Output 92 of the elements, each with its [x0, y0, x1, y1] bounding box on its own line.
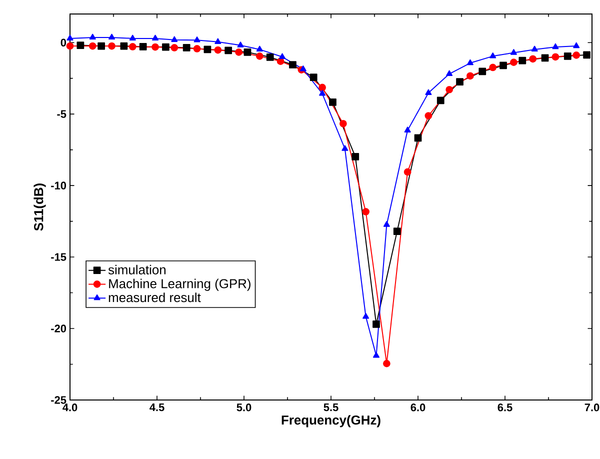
point	[510, 58, 518, 66]
x-tick-label: 4.0	[62, 404, 78, 412]
point	[564, 52, 572, 60]
point	[572, 51, 580, 59]
point	[214, 46, 222, 54]
point	[89, 34, 96, 40]
y-tick-label: -20	[51, 324, 66, 332]
x-tick-label: 4.5	[150, 404, 164, 412]
point	[583, 51, 590, 59]
point	[478, 68, 486, 76]
point	[128, 43, 136, 50]
point	[425, 89, 432, 96]
point	[424, 112, 432, 120]
point	[456, 78, 464, 86]
point	[329, 98, 336, 106]
point	[279, 53, 286, 59]
point	[108, 42, 116, 50]
point	[162, 43, 170, 51]
point	[446, 70, 453, 76]
point	[531, 46, 538, 52]
x-tick-label: 5.0	[236, 404, 252, 412]
point	[510, 49, 517, 55]
point	[182, 44, 190, 52]
point	[310, 74, 318, 82]
point	[552, 43, 559, 50]
legend-label: measured result	[108, 292, 201, 302]
point	[214, 38, 222, 44]
point	[256, 46, 263, 52]
point	[372, 320, 380, 328]
x-tick-label: 5.5	[324, 404, 338, 412]
point	[383, 221, 390, 227]
legend-label: simulation	[108, 264, 166, 274]
point	[339, 120, 347, 128]
point	[362, 312, 370, 319]
point	[76, 42, 84, 49]
point	[352, 152, 360, 160]
point	[319, 90, 326, 96]
point	[529, 55, 537, 63]
point	[541, 54, 549, 62]
point	[362, 208, 370, 216]
x-tick-label: 7.0	[584, 404, 600, 412]
point	[66, 42, 74, 50]
point	[289, 61, 296, 68]
point	[88, 42, 96, 50]
point	[108, 34, 116, 40]
legend-label: Machine Learning (GPR)	[109, 278, 250, 291]
y-axis-title: S11(dB)	[34, 184, 46, 231]
point	[466, 59, 474, 66]
y-tick-label: -10	[51, 182, 66, 190]
point	[436, 96, 444, 104]
point	[224, 46, 232, 54]
point	[235, 48, 242, 56]
point	[318, 84, 326, 92]
point	[573, 42, 580, 48]
point	[120, 42, 128, 50]
point	[129, 34, 136, 41]
point	[393, 228, 401, 235]
y-tick-label: -15	[51, 253, 66, 261]
point	[518, 56, 526, 64]
point	[382, 360, 390, 368]
point	[139, 43, 147, 50]
point	[266, 53, 274, 61]
point	[342, 145, 348, 151]
point	[414, 134, 422, 142]
point	[489, 64, 497, 72]
point	[552, 53, 560, 61]
y-tick-label: -25	[51, 396, 66, 404]
point	[98, 42, 106, 50]
point	[256, 52, 264, 60]
point	[152, 34, 159, 41]
point	[152, 43, 159, 51]
point	[171, 36, 178, 42]
x-tick-label: 6.0	[410, 404, 426, 412]
point	[170, 44, 178, 52]
point	[446, 86, 454, 94]
point	[404, 126, 411, 132]
x-axis-title: Frequency(GHz)	[282, 415, 380, 428]
point	[244, 48, 252, 56]
point	[276, 58, 284, 66]
y-tick-label: -5	[57, 110, 66, 118]
point	[193, 45, 201, 52]
point	[237, 42, 244, 48]
point	[66, 34, 74, 41]
point	[372, 352, 380, 358]
x-tick-label: 6.5	[498, 404, 512, 412]
y-tick-label: 0	[60, 38, 66, 46]
point	[490, 52, 496, 58]
point	[466, 72, 474, 80]
point	[500, 62, 507, 70]
point	[404, 168, 412, 176]
point	[204, 46, 212, 54]
point	[194, 36, 200, 42]
